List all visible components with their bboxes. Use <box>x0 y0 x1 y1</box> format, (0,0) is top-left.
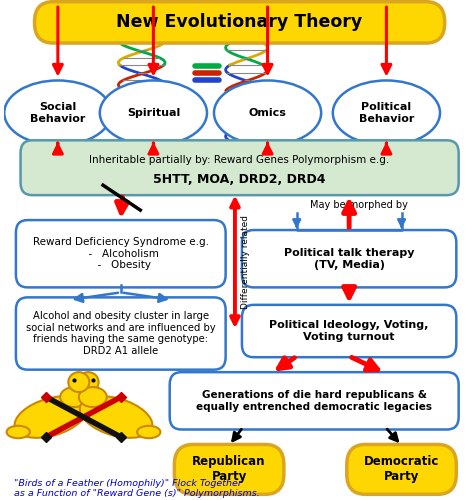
Text: Republican
Party: Republican Party <box>192 456 266 483</box>
FancyBboxPatch shape <box>16 298 226 370</box>
Ellipse shape <box>137 426 161 438</box>
Text: Reward Deficiency Syndrome e.g.
  -   Alcoholism
  -   Obesity: Reward Deficiency Syndrome e.g. - Alcoho… <box>33 237 209 270</box>
Text: May be morphed by: May be morphed by <box>309 200 407 210</box>
FancyBboxPatch shape <box>21 140 459 195</box>
FancyBboxPatch shape <box>170 372 459 430</box>
Text: "Birds of a Feather (Homophily)" Flock Together
as a Function of "Reward Gene (s: "Birds of a Feather (Homophily)" Flock T… <box>14 479 260 498</box>
Text: New Evolutionary Theory: New Evolutionary Theory <box>116 13 363 31</box>
Ellipse shape <box>333 80 440 146</box>
Text: Inheritable partially by: Reward Genes Polymorphism e.g.: Inheritable partially by: Reward Genes P… <box>89 156 390 166</box>
Ellipse shape <box>80 396 153 438</box>
Text: Omics: Omics <box>249 108 286 118</box>
Ellipse shape <box>60 387 88 407</box>
FancyBboxPatch shape <box>174 444 284 494</box>
Text: Alcohol and obesity cluster in large
social networks and are influenced by
frien: Alcohol and obesity cluster in large soc… <box>26 311 216 356</box>
FancyBboxPatch shape <box>242 230 456 287</box>
Text: Spiritual: Spiritual <box>127 108 180 118</box>
Text: Democratic
Party: Democratic Party <box>364 456 439 483</box>
Text: 5HTT, MOA, DRD2, DRD4: 5HTT, MOA, DRD2, DRD4 <box>154 172 326 186</box>
Text: Political
Behavior: Political Behavior <box>359 102 414 124</box>
Ellipse shape <box>79 387 107 407</box>
Ellipse shape <box>214 80 321 146</box>
Text: Differentially related: Differentially related <box>241 215 250 309</box>
FancyBboxPatch shape <box>16 220 226 288</box>
Text: Generations of die hard republicans &
equally entrenched democratic legacies: Generations of die hard republicans & eq… <box>196 390 432 411</box>
Text: Social
Behavior: Social Behavior <box>30 102 86 124</box>
FancyBboxPatch shape <box>242 305 456 357</box>
FancyBboxPatch shape <box>347 444 456 494</box>
Ellipse shape <box>7 426 30 438</box>
Ellipse shape <box>100 80 207 146</box>
Text: Political Ideology, Voting,
Voting turnout: Political Ideology, Voting, Voting turno… <box>269 320 429 342</box>
Ellipse shape <box>68 372 89 392</box>
FancyBboxPatch shape <box>34 2 445 43</box>
Ellipse shape <box>78 372 98 392</box>
Text: Political talk therapy
(TV, Media): Political talk therapy (TV, Media) <box>284 248 414 270</box>
Ellipse shape <box>4 80 112 146</box>
Ellipse shape <box>15 396 87 438</box>
